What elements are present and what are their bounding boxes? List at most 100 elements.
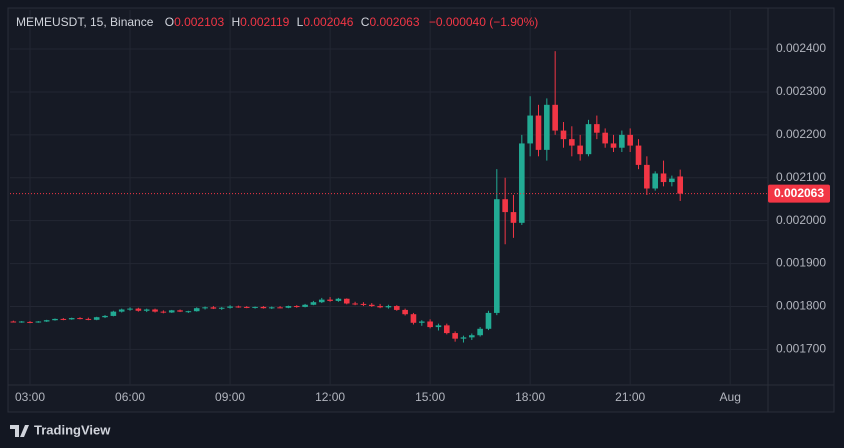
last-price-tag — [768, 184, 830, 203]
candle-body — [27, 321, 33, 323]
candle-body — [235, 306, 242, 308]
candle-body — [318, 299, 325, 303]
candle-body — [277, 307, 283, 309]
candle-body — [635, 145, 642, 165]
candle-body — [102, 315, 108, 318]
candle-body — [118, 309, 125, 312]
candle-body — [602, 132, 608, 144]
candle-body — [302, 304, 308, 307]
candle-body — [143, 309, 150, 311]
candle-body — [60, 318, 67, 320]
y-tick-label: 0.002400 — [776, 41, 826, 55]
candle-body — [193, 308, 200, 312]
candle-body — [310, 302, 317, 305]
y-tick-label: 0.002000 — [776, 213, 826, 227]
y-tick-label: 0.002200 — [776, 127, 826, 141]
close-value: 0.002063 — [369, 15, 419, 29]
candle-body — [585, 124, 592, 155]
candle-body — [610, 143, 617, 148]
logo-mark — [10, 425, 29, 437]
candle-body — [535, 115, 542, 150]
x-tick-label: Aug — [720, 390, 741, 404]
candle-body — [452, 333, 458, 339]
candle-body — [519, 143, 525, 223]
legend: MEMEUSDT, 15, Binance O0.002103 H0.00211… — [16, 15, 538, 29]
candle-body — [644, 164, 650, 189]
candle-body — [410, 314, 417, 323]
candle-body — [127, 308, 133, 310]
candle-body — [10, 321, 17, 323]
y-tick-label: 0.002300 — [776, 84, 826, 98]
low-value: 0.002046 — [303, 15, 353, 29]
x-tick-label: 09:00 — [215, 390, 245, 404]
candle-body — [18, 321, 25, 323]
candle-body — [110, 311, 117, 316]
candle-body — [252, 306, 258, 308]
candle-body — [352, 303, 358, 305]
candle-body — [385, 306, 392, 308]
candle-body — [502, 199, 508, 213]
candle-body — [510, 212, 517, 223]
y-tick-label: 0.001800 — [776, 299, 826, 313]
candle-body — [402, 309, 408, 315]
candle-body — [627, 134, 633, 146]
candle-body — [393, 306, 400, 310]
brand-name: TradingView — [34, 422, 111, 437]
candle-body — [52, 318, 58, 321]
symbol: MEMEUSDT, 15, Binance — [16, 15, 154, 29]
brand-logo — [10, 425, 29, 437]
candle-body — [135, 308, 142, 311]
grid — [10, 10, 768, 385]
candle-body — [660, 173, 667, 183]
chart-frame — [7, 7, 835, 413]
open-value: 0.002103 — [174, 15, 224, 29]
candle-body — [77, 318, 83, 320]
candle-body — [435, 325, 442, 328]
candle-body — [560, 130, 567, 140]
ohlc-letter: O — [165, 15, 174, 29]
candles — [10, 51, 683, 343]
candle-body — [202, 307, 208, 309]
candle-body — [652, 173, 658, 189]
candle-body — [669, 178, 675, 183]
candle-body — [460, 337, 467, 339]
candle-body — [293, 306, 300, 308]
candle-body — [185, 311, 192, 313]
candle-body — [360, 303, 367, 305]
high-value: 0.002119 — [240, 15, 289, 29]
candle-body — [177, 310, 183, 312]
candle-body — [477, 328, 483, 336]
candle-body — [485, 312, 492, 329]
candle-body — [443, 325, 450, 334]
x-tick-label: 21:00 — [615, 390, 645, 404]
candle-body — [569, 139, 575, 146]
y-tick-label: 0.001900 — [776, 256, 826, 270]
y-tick-label: 0.002100 — [776, 170, 826, 184]
candle-body — [677, 176, 683, 194]
x-tick-label: 15:00 — [415, 390, 445, 404]
candle-body — [577, 145, 583, 155]
candle-body — [218, 307, 225, 309]
candle-body — [327, 299, 333, 301]
x-tick-label: 06:00 — [115, 390, 145, 404]
candle-body — [552, 104, 558, 131]
candle-body — [544, 104, 550, 150]
x-tick-label: 03:00 — [15, 390, 45, 404]
candle-body — [377, 306, 383, 308]
candle-body — [93, 317, 100, 320]
candle-body — [527, 115, 533, 144]
candle-body — [227, 306, 233, 308]
candle-body — [43, 320, 50, 322]
last-price-label: 0.002063 — [774, 186, 824, 200]
candle-body — [210, 307, 217, 309]
candle-body — [85, 318, 92, 320]
ohlc-letter: C — [361, 15, 370, 29]
candle-body — [260, 306, 267, 309]
candle-body — [68, 318, 75, 320]
candle-body — [335, 298, 342, 301]
candle-body — [152, 309, 158, 312]
candle-body — [343, 298, 350, 304]
y-tick-label: 0.001700 — [776, 342, 826, 356]
